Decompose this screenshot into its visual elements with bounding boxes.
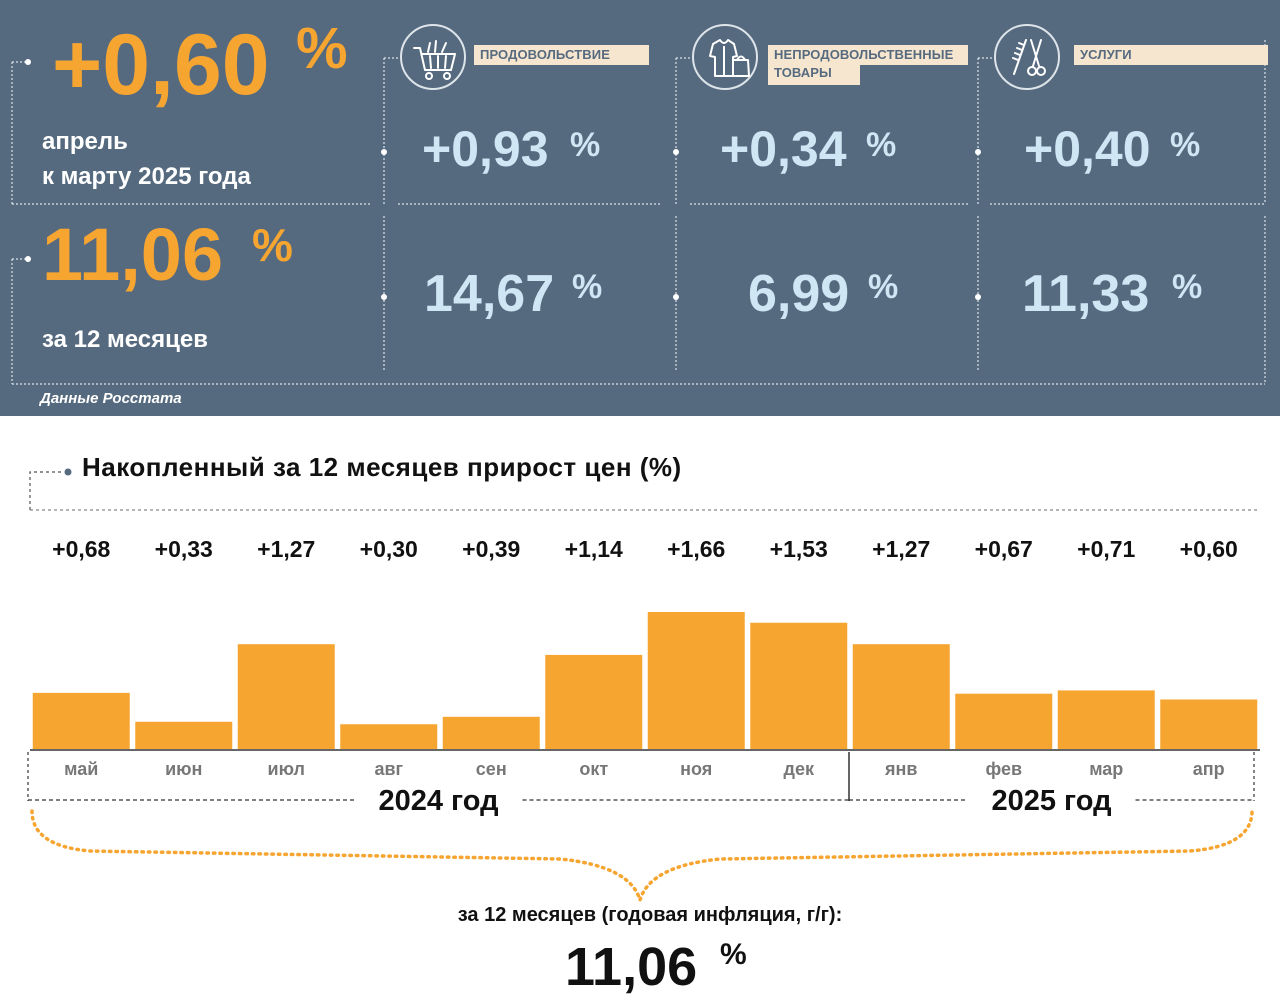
bar-фев — [955, 693, 1053, 749]
bar-май — [32, 692, 130, 749]
category-label-food: ПРОДОВОЛЬСТВИЕ — [474, 45, 649, 65]
value-label-дек: +1,53 — [770, 536, 828, 562]
month-label-мар: мар — [1089, 759, 1123, 779]
shopping-cart-icon — [400, 24, 466, 90]
bar-июн — [135, 721, 233, 749]
value-label-май: +0,68 — [52, 536, 110, 562]
month-label-янв: янв — [884, 759, 917, 779]
value-label-авг: +0,30 — [360, 536, 418, 562]
nonfood-month-value: +0,34 — [720, 121, 847, 177]
annual-change-caption: за 12 месяцев — [42, 326, 208, 353]
bar-апр — [1160, 699, 1258, 749]
annual-inflation-caption: за 12 месяцев (годовая инфляция, г/г): — [457, 904, 843, 926]
food-month-unit: % — [570, 126, 601, 164]
category-label-nonfood-1: НЕПРОДОВОЛЬСТВЕННЫЕ — [768, 45, 968, 65]
bar-сен — [442, 716, 540, 749]
nonfood-year-value: 6,99 — [748, 265, 850, 323]
month-label-ноя: ноя — [680, 759, 712, 779]
bar-окт — [545, 654, 643, 749]
title-dot — [64, 468, 72, 476]
value-label-сен: +0,39 — [462, 536, 520, 562]
annual-brace — [30, 809, 1254, 907]
services-year-unit: % — [1172, 268, 1203, 306]
month-label-июл: июл — [268, 759, 305, 779]
category-label-nonfood-2: ТОВАРЫ — [768, 63, 860, 85]
bar-дек — [750, 622, 848, 749]
annual-inflation-unit: % — [720, 938, 747, 971]
clothes-bag-icon — [692, 24, 758, 90]
month-label-окт: окт — [579, 759, 608, 779]
services-year-value: 11,33 — [1022, 265, 1150, 323]
annual-change-value: 11,06 — [42, 213, 224, 296]
bar-авг — [340, 724, 438, 749]
nonfood-month-unit: % — [866, 126, 897, 164]
month-label-апр: апр — [1193, 759, 1225, 779]
bar-chart: +0,68 май +0,33 июн +1,27 июл +0,30 авг +0,39 сен… — [27, 468, 1260, 907]
services-month-unit: % — [1170, 126, 1201, 164]
data-source: Данные Росстата — [40, 390, 182, 407]
bar-ноя — [647, 612, 745, 749]
year-label-1: 2025 год — [991, 785, 1111, 817]
value-label-ноя: +1,66 — [667, 536, 725, 562]
annual-inflation-value: 11,06 — [565, 937, 698, 997]
value-label-июн: +0,33 — [155, 536, 213, 562]
month-label-май: май — [64, 759, 98, 779]
bar-мар — [1057, 690, 1155, 749]
nonfood-year-unit: % — [868, 268, 899, 306]
chart-title: Накопленный за 12 месяцев прирост цен (%… — [82, 452, 682, 482]
value-label-июл: +1,27 — [257, 536, 315, 562]
value-label-апр: +0,60 — [1180, 536, 1238, 562]
value-label-окт: +1,14 — [565, 536, 623, 562]
summary-panel: +0,60 % апрель к марту 2025 года 11,06 %… — [0, 0, 1280, 416]
value-label-янв: +1,27 — [872, 536, 930, 562]
month-label-авг: авг — [374, 759, 403, 779]
food-year-unit: % — [572, 268, 603, 306]
month-change-unit: % — [296, 16, 348, 81]
comb-scissors-icon — [994, 24, 1060, 90]
services-month-value: +0,40 — [1024, 121, 1151, 177]
food-month-value: +0,93 — [422, 121, 549, 177]
month-label-сен: сен — [476, 759, 507, 779]
month-label-фев: фев — [985, 759, 1022, 779]
value-label-фев: +0,67 — [975, 536, 1033, 562]
annual-change-unit: % — [252, 219, 293, 271]
title-bracket — [29, 471, 62, 510]
food-year-value: 14,67 — [424, 265, 555, 323]
month-change-caption-1: апрель — [42, 128, 128, 155]
month-change-value: +0,60 — [52, 17, 270, 113]
month-change-caption-2: к марту 2025 года — [42, 163, 251, 190]
category-label-services: УСЛУГИ — [1074, 45, 1268, 65]
value-label-мар: +0,71 — [1077, 536, 1135, 562]
month-label-июн: июн — [165, 759, 202, 779]
bar-июл — [237, 644, 335, 749]
year-label-0: 2024 год — [378, 785, 498, 817]
month-label-дек: дек — [784, 759, 815, 779]
bar-янв — [852, 644, 950, 749]
panel-dividers — [11, 40, 1266, 385]
